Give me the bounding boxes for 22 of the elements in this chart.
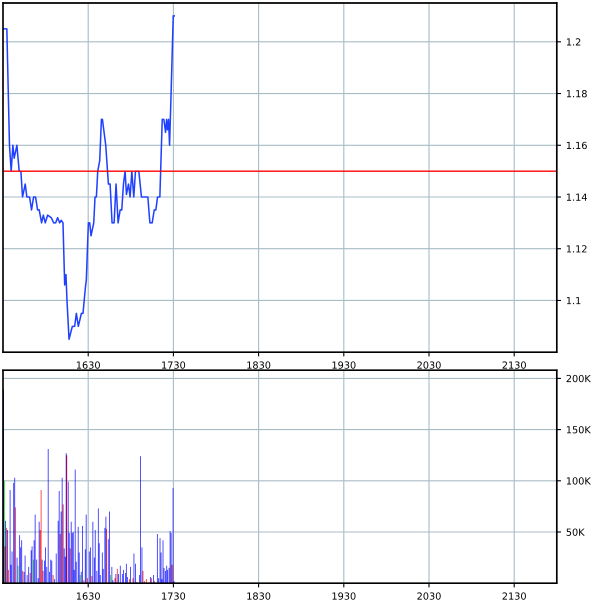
x-tick-label: 1930 [332,592,356,600]
x-tick-label: 1730 [162,361,186,369]
x-tick-label: 1830 [247,361,270,369]
x-tick-label: 1730 [162,592,186,600]
y-tick-label: 1.1 [566,297,580,304]
y-tick-label: 1.2 [566,38,580,46]
x-tick-label: 2030 [417,592,441,600]
y-tick-label: 1.14 [566,194,587,201]
x-tick-label: 2030 [417,361,441,369]
x-tick-label: 1630 [76,361,100,369]
x-tick-label: 1830 [247,592,270,600]
x-tick-label: 2130 [502,361,526,369]
x-tick-label: 1630 [76,592,100,600]
y-tick-label: 50K [566,528,585,536]
y-tick-label: 1.12 [566,245,586,252]
y-tick-label: 100K [566,477,591,485]
y-tick-label: 1.18 [566,90,587,98]
y-tick-label: 200K [566,374,591,382]
y-tick-label: 150K [566,426,591,434]
x-tick-label: 2130 [502,592,526,600]
x-tick-label: 1930 [332,361,356,369]
y-tick-label: 1.16 [566,142,587,150]
